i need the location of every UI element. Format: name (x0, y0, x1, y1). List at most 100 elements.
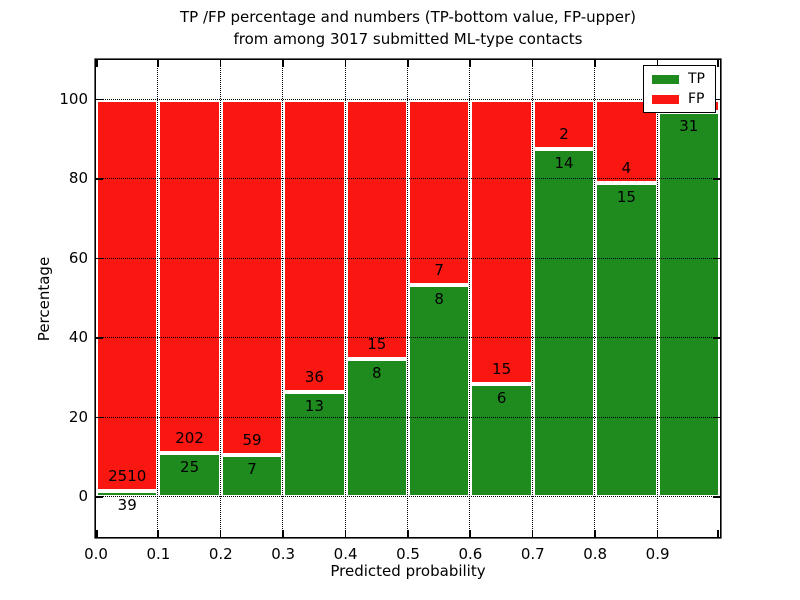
bar-tp-segment (283, 391, 346, 498)
bar-tp-segment (657, 112, 720, 498)
x-tick-mark (96, 530, 98, 537)
x-tick-mark (656, 60, 659, 67)
y-tick-mark (713, 178, 720, 180)
chart-title: TP /FP percentage and numbers (TP-bottom… (180, 8, 636, 26)
fp-count-label: 4 (621, 159, 632, 178)
y-tick-label: 0 (78, 487, 88, 506)
x-tick-label: 0.3 (271, 545, 296, 563)
gridline-vertical (344, 60, 346, 537)
y-tick-label: 60 (68, 248, 88, 267)
x-tick-mark (282, 530, 284, 537)
x-tick-mark (717, 530, 719, 537)
bar-fp-segment (158, 99, 221, 454)
x-tick-label: 0.6 (458, 545, 483, 563)
gridline-vertical (157, 60, 159, 537)
gridline-horizontal (96, 98, 720, 100)
x-tick-mark (157, 60, 159, 67)
x-tick-mark (219, 530, 222, 537)
gridline-horizontal (96, 337, 720, 339)
bar-fp-segment (220, 99, 284, 456)
tp-count-label: 39 (117, 496, 137, 515)
x-tick-mark (717, 60, 719, 67)
fp-count-label: 59 (242, 431, 262, 450)
y-tick-label: 100 (59, 89, 88, 108)
y-tick-mark (96, 257, 103, 260)
legend-fp-swatch-icon (652, 94, 679, 104)
y-tick-mark (713, 416, 720, 419)
y-tick-mark (96, 178, 103, 180)
x-tick-label: 0.7 (520, 545, 545, 563)
plot-area: TP FP 2510 39 202 25 59 7 36 13 15 8 7 8 15 6 2 14 4 15 31 (96, 60, 720, 537)
gridline-vertical (282, 60, 284, 537)
fp-count-label: 36 (304, 367, 324, 386)
gridline-vertical (594, 60, 596, 537)
bar-tp-segment (345, 358, 408, 498)
bar-fp-segment (96, 99, 159, 492)
x-tick-mark (469, 530, 471, 537)
legend: TP FP (643, 65, 716, 113)
gridline-vertical (407, 60, 408, 537)
y-tick-mark (96, 98, 103, 101)
bar-tp-segment (595, 183, 658, 498)
gridline-horizontal (96, 416, 720, 418)
legend-entry-fp: FP (652, 92, 705, 106)
x-tick-label: 0.4 (333, 545, 358, 563)
gridline-horizontal (96, 257, 720, 259)
y-tick-mark (96, 337, 103, 339)
legend-entry-tp: TP (652, 72, 705, 86)
fp-count-label: 7 (434, 261, 444, 280)
x-tick-label: 0.9 (645, 545, 670, 563)
bar-tp-segment (532, 149, 596, 498)
gridline-vertical (531, 60, 533, 537)
x-tick-mark (407, 60, 409, 67)
x-tick-label: 0.0 (84, 545, 108, 563)
bar-tp-segment (96, 491, 159, 498)
tp-count-label: 15 (616, 188, 636, 207)
legend-tp-swatch-icon (652, 74, 679, 84)
tp-count-label: 14 (554, 154, 574, 173)
gridline-vertical (219, 60, 221, 537)
gridline-horizontal (96, 496, 720, 498)
bar-fp-segment (345, 99, 408, 359)
x-tick-mark (157, 530, 159, 537)
y-tick-mark (713, 496, 720, 498)
tp-count-label: 6 (496, 388, 507, 407)
y-tick-mark (713, 257, 720, 260)
x-tick-mark (656, 530, 659, 537)
legend-tp-label: TP (688, 71, 705, 87)
bar-tp-segment (470, 383, 533, 498)
bar-tp-segment (220, 455, 284, 498)
x-tick-mark (531, 60, 534, 67)
bar-tp-segment (158, 453, 221, 498)
fp-count-label: 202 (175, 429, 204, 448)
x-tick-mark (594, 530, 596, 537)
gridline-vertical (469, 60, 471, 537)
tp-count-label: 13 (304, 396, 324, 415)
y-tick-mark (96, 496, 103, 498)
fp-count-label: 2510 (108, 467, 147, 486)
tp-count-label: 8 (434, 290, 444, 309)
x-tick-mark (96, 60, 98, 67)
bar-tp-segment (408, 285, 471, 498)
fp-count-label: 15 (367, 334, 387, 353)
bar-fp-segment (595, 99, 658, 184)
x-tick-mark (594, 60, 596, 67)
x-tick-mark (219, 60, 222, 67)
x-tick-mark (344, 60, 347, 67)
x-tick-label: 0.2 (208, 545, 233, 563)
y-tick-label: 40 (68, 328, 88, 347)
legend-fp-label: FP (688, 91, 705, 107)
x-axis-label: Predicted probability (330, 562, 486, 580)
tp-count-label: 31 (679, 117, 699, 136)
y-tick-mark (713, 337, 720, 339)
x-tick-mark (344, 530, 347, 537)
bar-fp-segment (470, 99, 533, 384)
tp-count-label: 7 (247, 460, 257, 479)
bar-fp-segment (408, 99, 471, 286)
tp-count-label: 8 (372, 363, 382, 382)
y-tick-mark (96, 416, 103, 419)
fp-count-label: 2 (559, 125, 569, 144)
chart-subtitle: from among 3017 submitted ML-type contac… (233, 30, 583, 48)
y-tick-label: 20 (68, 407, 88, 426)
